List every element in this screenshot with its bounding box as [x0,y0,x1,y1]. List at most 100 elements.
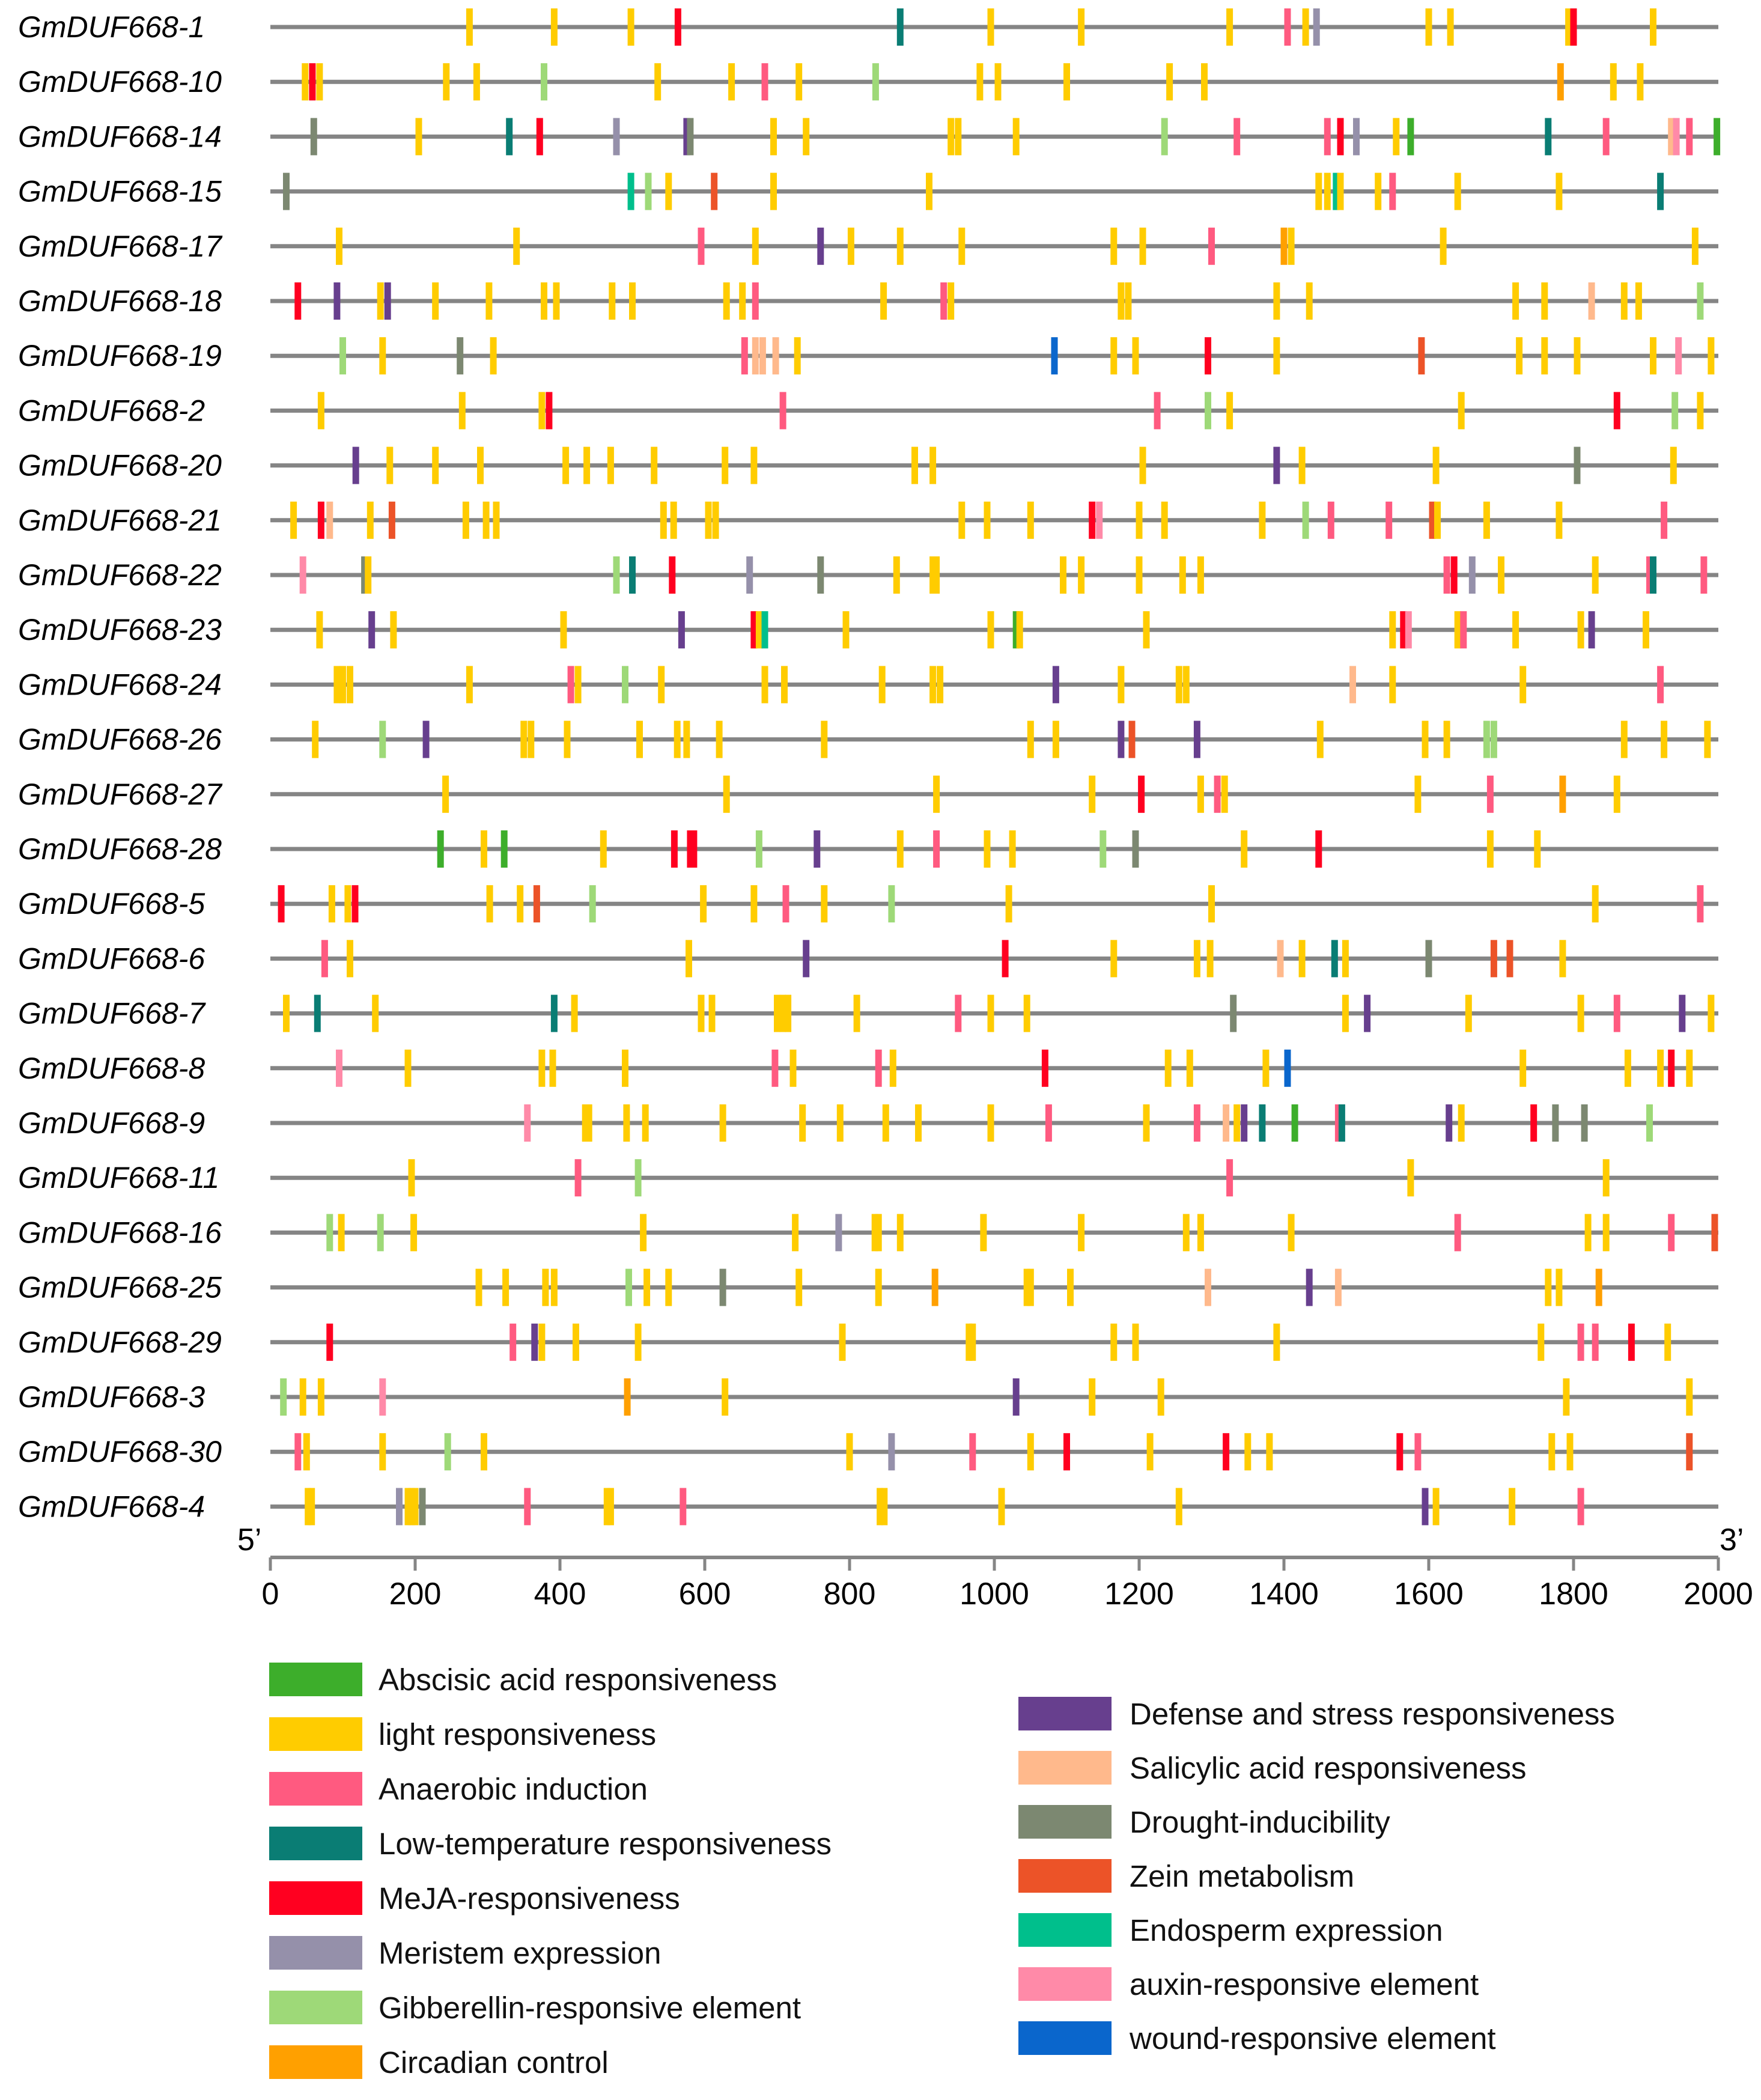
element-mark-light [712,501,719,539]
element-mark-light [1110,940,1118,978]
element-mark-ga [1490,720,1497,758]
x-tick-label: 0 [262,1577,279,1612]
element-mark-ana [1454,1214,1461,1252]
gene-label: GmDUF668-26 [18,723,222,756]
element-mark-light [1182,666,1190,704]
element-mark-light [1541,282,1548,320]
element-mark-light [1078,556,1085,594]
element-mark-light [779,994,786,1032]
element-mark-light [302,63,309,101]
element-mark-light [1620,282,1628,320]
element-mark-light [1052,720,1059,758]
element-mark-light [665,172,672,210]
element-mark-ana [761,63,768,101]
element-mark-def [1241,1104,1248,1142]
element-mark-light [750,446,758,484]
element-mark-light [1197,775,1204,813]
element-mark-light [629,282,636,320]
element-mark-def [531,1323,538,1361]
element-mark-meja [1041,1049,1048,1087]
gene-row: GmDUF668-20 [18,446,1718,484]
gene-label: GmDUF668-2 [18,394,205,427]
x-tick-label: 400 [534,1577,586,1612]
element-mark-def [368,611,376,649]
element-mark-meja [690,830,698,868]
gene-label: GmDUF668-19 [18,339,222,373]
element-mark-light [1288,227,1295,265]
legend-label: Low-temperature responsiveness [379,1827,832,1861]
element-mark-ga [1697,282,1704,320]
gene-row: GmDUF668-7 [18,994,1718,1032]
element-mark-light [1175,666,1182,704]
element-mark-aba [437,830,444,868]
element-mark-light [347,940,353,978]
element-mark-light [847,227,854,265]
element-mark-light [958,227,966,265]
element-mark-cir [931,1268,938,1306]
element-mark-ga [379,720,386,758]
element-mark-light [486,885,493,923]
element-mark-ana [1154,392,1161,430]
element-mark-meja [326,1323,333,1361]
element-mark-light [481,830,487,868]
element-mark-light [698,994,705,1032]
legend-label: Zein metabolism [1130,1859,1354,1893]
gene-label: GmDUF668-10 [18,65,222,99]
legend-swatch [1018,1805,1112,1839]
element-mark-light [408,1159,415,1197]
element-mark-zein [533,885,540,923]
element-mark-light [520,720,528,758]
element-mark-light [878,666,886,704]
element-mark-light [683,720,690,758]
element-mark-light [475,1268,482,1306]
element-mark-light [538,1049,546,1087]
element-mark-light [1316,720,1324,758]
element-mark-light [958,501,966,539]
element-mark-ana [1668,1214,1675,1252]
element-mark-ana [1686,118,1693,156]
element-mark-meja [278,885,285,923]
element-mark-light [609,282,616,320]
element-mark-meja [1315,830,1322,868]
element-mark-light [1566,1433,1574,1471]
element-mark-light [1545,1268,1552,1306]
gene-label: GmDUF668-21 [18,504,222,537]
element-mark-light [502,1268,509,1306]
gene-label: GmDUF668-6 [18,942,205,975]
element-mark-light [1016,611,1023,649]
element-mark-light [1118,666,1125,704]
five-prime-label: 5’ [237,1523,261,1557]
element-mark-ana [1613,994,1620,1032]
element-mark-light [299,1378,306,1416]
element-mark-light [1574,337,1581,375]
element-mark-light [1447,8,1454,46]
gene-label: GmDUF668-11 [18,1161,219,1195]
element-mark-light [1023,994,1030,1032]
element-mark-light [317,1378,324,1416]
element-mark-def [803,940,810,978]
gene-row: GmDUF668-15 [18,172,1718,210]
element-mark-light [1157,1378,1164,1416]
legend-label: auxin-responsive element [1130,1967,1479,2001]
element-mark-light [1027,720,1034,758]
element-mark-ga [755,830,762,868]
element-mark-meja [1628,1323,1635,1361]
element-mark-light [1139,446,1146,484]
element-mark-def [1193,720,1200,758]
gene-label: GmDUF668-15 [18,175,222,208]
element-mark-light [665,1268,672,1306]
element-mark-light [896,830,904,868]
element-mark-light [752,227,759,265]
element-mark-light [770,172,777,210]
element-mark-mer [396,1488,403,1526]
gene-row: GmDUF668-30 [18,1433,1718,1471]
element-mark-mer [835,1214,842,1252]
x-axis: 0 200 400 600 800 1000 1200 1400 1600 1800 2000 5’ 3… [237,1523,1753,1612]
element-mark-ana [524,1488,531,1526]
element-mark-ltr [1331,940,1338,978]
element-mark-light [969,1323,976,1361]
element-mark-light [316,63,323,101]
gene-row: GmDUF668-1 [18,8,1718,46]
element-mark-def [1273,446,1280,484]
element-mark-zein [388,501,395,539]
